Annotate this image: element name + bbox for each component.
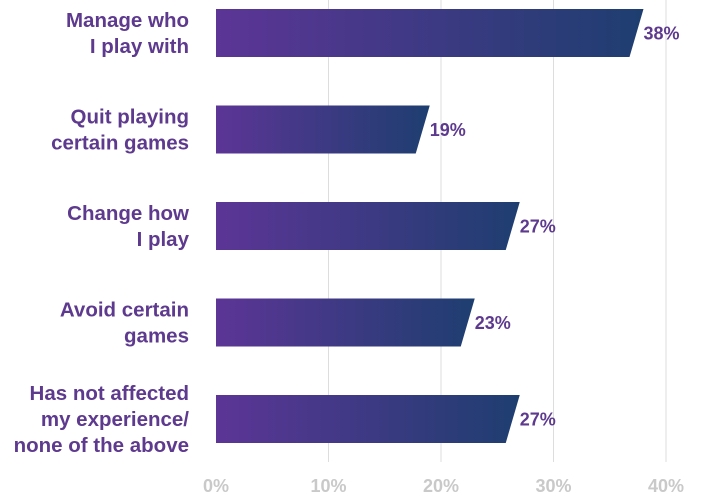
x-axis-ticks: 0% 10% 20% 30% 40% bbox=[203, 476, 684, 496]
data-label: 23% bbox=[475, 313, 511, 333]
bar bbox=[216, 298, 475, 347]
category-label: Manage who I play with bbox=[66, 9, 189, 58]
bar bbox=[216, 9, 644, 57]
category-label: Quit playing certain games bbox=[51, 106, 189, 155]
bars bbox=[216, 9, 644, 443]
category-label: Change how I play bbox=[67, 202, 189, 251]
data-label: 27% bbox=[520, 217, 556, 237]
value-labels: 38% 19% 27% 23% 27% bbox=[430, 24, 680, 430]
bar bbox=[216, 395, 520, 443]
data-label: 27% bbox=[520, 410, 556, 430]
data-label: 38% bbox=[644, 24, 680, 44]
x-tick-label: 0% bbox=[203, 476, 229, 496]
category-labels: Manage who I play with Quit playing certain… bbox=[14, 9, 190, 457]
bar bbox=[216, 202, 520, 250]
category-label: Has not affected my experience/none of th… bbox=[14, 382, 190, 457]
x-tick-label: 40% bbox=[648, 476, 684, 496]
bar bbox=[216, 105, 430, 154]
x-tick-label: 30% bbox=[535, 476, 571, 496]
x-tick-label: 10% bbox=[310, 476, 346, 496]
data-label: 19% bbox=[430, 120, 466, 140]
x-tick-label: 20% bbox=[423, 476, 459, 496]
category-label: Avoid certain games bbox=[60, 299, 189, 348]
